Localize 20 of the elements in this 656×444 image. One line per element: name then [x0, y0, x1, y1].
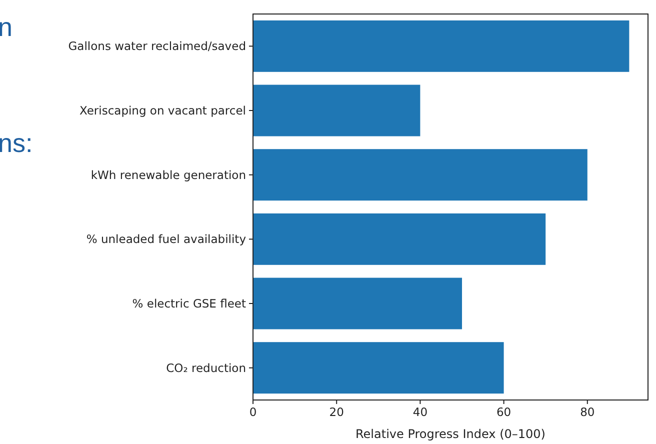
y-tick-label: kWh renewable generation: [90, 168, 246, 182]
x-tick-label: 80: [580, 405, 595, 419]
bar: [253, 278, 462, 330]
y-tick-label: % unleaded fuel availability: [86, 232, 246, 246]
x-tick-label: 60: [496, 405, 512, 419]
text: ns:: [0, 128, 33, 158]
y-tick-label: Xeriscaping on vacant parcel: [79, 104, 246, 118]
bar: [253, 149, 588, 201]
x-tick-label: 40: [412, 405, 428, 419]
bar: [253, 84, 420, 136]
bar: [253, 20, 630, 72]
bar: [253, 342, 504, 394]
y-tick-label: CO₂ reduction: [166, 360, 246, 375]
x-tick-label: 0: [249, 405, 257, 419]
text: n: [0, 12, 12, 42]
y-tick-label: % electric GSE fleet: [132, 296, 246, 311]
x-axis-title: Relative Progress Index (0–100): [356, 427, 546, 441]
y-tick-label: Gallons water reclaimed/saved: [68, 39, 246, 54]
x-tick-label: 20: [329, 405, 344, 419]
bar: [253, 213, 546, 265]
